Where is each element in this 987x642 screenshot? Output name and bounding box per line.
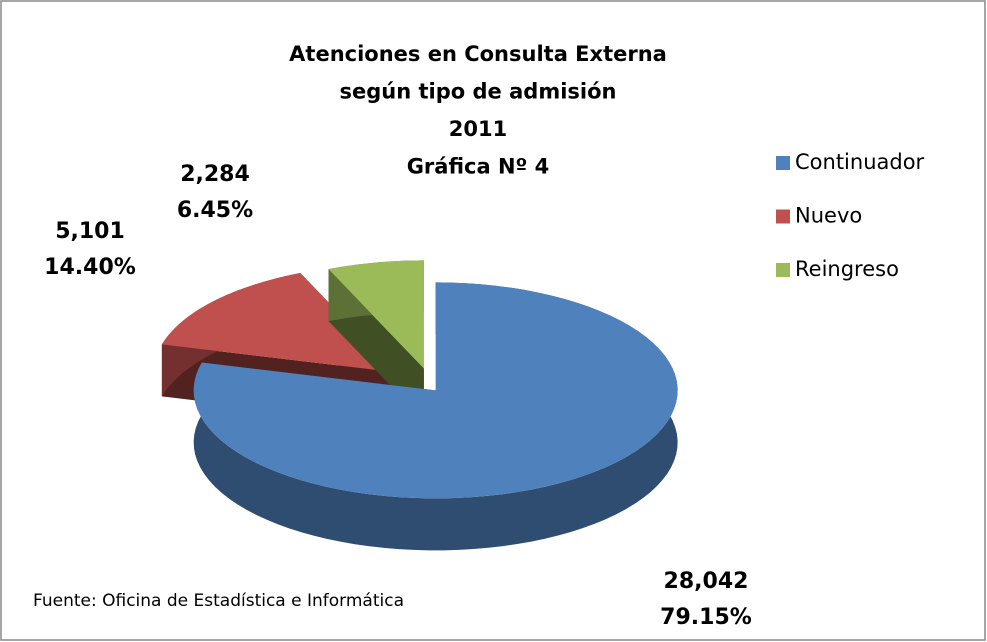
pie-slice — [328, 260, 424, 369]
data-label: 5,101 — [55, 219, 125, 244]
legend-swatch — [776, 209, 790, 224]
title-line: según tipo de admisión — [340, 80, 617, 104]
title-line: Gráfica Nº 4 — [407, 155, 550, 179]
data-label: 2,284 — [180, 162, 250, 187]
pie-slice — [193, 282, 678, 499]
pie-slice — [161, 273, 396, 373]
legend-swatch — [776, 263, 790, 277]
title-line: 2011 — [449, 117, 507, 141]
chart-title: Atenciones en Consulta Externa según tipo… — [289, 42, 667, 179]
data-label: 79.15% — [660, 605, 752, 630]
source-note: Fuente: Oficina de Estadística e Informá… — [33, 591, 404, 611]
legend-label: Continuador — [795, 150, 925, 174]
data-label: 14.40% — [44, 255, 136, 280]
title-line: Atenciones en Consulta Externa — [289, 42, 667, 66]
data-label: 28,042 — [664, 569, 749, 594]
legend-swatch — [776, 156, 790, 170]
legend-label: Nuevo — [795, 204, 862, 228]
legend-label: Reingreso — [795, 257, 899, 281]
data-label: 6.45% — [177, 198, 253, 223]
